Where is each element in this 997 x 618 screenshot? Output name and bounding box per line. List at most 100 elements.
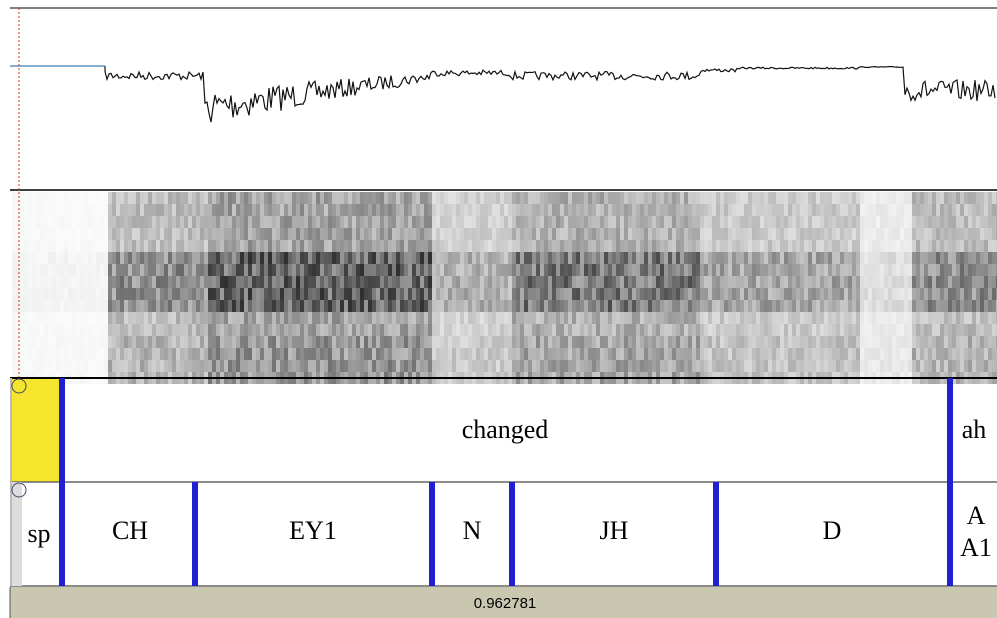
spectrogram-cell <box>172 264 176 276</box>
phone-label[interactable]: EY1 <box>289 516 337 545</box>
phone-label[interactable]: N <box>463 516 482 545</box>
boundary[interactable] <box>947 482 953 586</box>
spectrogram-cell <box>500 192 504 204</box>
spectrogram-cell <box>660 192 664 204</box>
spectrogram-cell <box>768 204 772 216</box>
spectrogram-cell <box>584 324 588 336</box>
boundary[interactable] <box>947 378 953 482</box>
spectrogram-cell <box>232 264 236 276</box>
spectrogram-cell <box>204 192 208 204</box>
spectrogram-cell <box>368 228 372 240</box>
spectrogram-cell <box>28 312 32 324</box>
spectrogram-cell <box>656 360 660 372</box>
spectrogram-cell <box>100 264 104 276</box>
spectrogram-cell <box>516 300 520 312</box>
spectrogram-cell <box>160 336 164 348</box>
spectrogram-cell <box>504 300 508 312</box>
spectrogram-cell <box>32 276 36 288</box>
spectrogram-cell <box>360 216 364 228</box>
spectrogram-cell <box>752 192 756 204</box>
spectrogram-cell <box>900 324 904 336</box>
spectrogram-cell <box>516 288 520 300</box>
spectrogram-cell <box>320 252 324 264</box>
spectrogram-cell <box>408 324 412 336</box>
spectrogram-cell <box>436 192 440 204</box>
spectrogram-cell <box>484 216 488 228</box>
spectrogram-cell <box>932 300 936 312</box>
phone-label[interactable]: A <box>967 501 986 530</box>
spectrogram-cell <box>180 192 184 204</box>
spectrogram-cell <box>676 240 680 252</box>
spectrogram-cell <box>612 336 616 348</box>
spectrogram-cell <box>912 300 916 312</box>
spectrogram-cell <box>144 276 148 288</box>
spectrogram-cell <box>544 336 548 348</box>
phone-label[interactable]: CH <box>112 516 148 545</box>
spectrogram-cell <box>284 312 288 324</box>
spectrogram-cell <box>324 216 328 228</box>
phone-label[interactable]: JH <box>600 516 629 545</box>
spectrogram-cell <box>864 324 868 336</box>
spectrogram-cell <box>808 348 812 360</box>
boundary[interactable] <box>192 482 198 586</box>
spectrogram-cell <box>240 240 244 252</box>
boundary[interactable] <box>59 378 65 482</box>
spectrogram-cell <box>900 192 904 204</box>
spectrogram-cell <box>908 288 912 300</box>
boundary[interactable] <box>509 482 515 586</box>
spectrogram-cell <box>400 252 404 264</box>
spectrogram-cell <box>972 336 976 348</box>
spectrogram-cell <box>248 324 252 336</box>
spectrogram-cell <box>92 216 96 228</box>
selected-interval[interactable] <box>12 378 62 482</box>
spectrogram-cell <box>288 192 292 204</box>
spectrogram-cell <box>140 264 144 276</box>
spectrogram-cell <box>932 360 936 372</box>
spectrogram-cell <box>932 276 936 288</box>
spectrogram-cell <box>980 360 984 372</box>
spectrogram-cell <box>548 300 552 312</box>
boundary[interactable] <box>59 482 65 586</box>
spectrogram-cell <box>20 336 24 348</box>
spectrogram-cell <box>40 264 44 276</box>
word-label[interactable]: changed <box>462 415 549 444</box>
spectrogram-cell <box>700 240 704 252</box>
spectrogram-cell <box>956 240 960 252</box>
spectrogram-cell <box>544 288 548 300</box>
spectrogram-cell <box>576 204 580 216</box>
spectrogram-cell <box>48 336 52 348</box>
spectrogram-cell <box>844 228 848 240</box>
spectrogram-cell <box>248 300 252 312</box>
spectrogram-cell <box>624 312 628 324</box>
phone-label[interactable]: sp <box>27 519 50 548</box>
boundary[interactable] <box>713 482 719 586</box>
spectrogram-cell <box>592 348 596 360</box>
spectrogram-cell <box>332 192 336 204</box>
spectrogram-cell <box>192 252 196 264</box>
spectrogram-cell <box>900 276 904 288</box>
spectrogram-cell <box>660 204 664 216</box>
spectrogram-cell <box>44 300 48 312</box>
spectrogram-cell <box>704 192 708 204</box>
spectrogram-cell <box>480 348 484 360</box>
spectrogram-cell <box>220 252 224 264</box>
boundary[interactable] <box>429 482 435 586</box>
word-label[interactable]: ah <box>962 415 987 444</box>
spectrogram-cell <box>316 264 320 276</box>
spectrogram-cell <box>96 300 100 312</box>
spectrogram-cell <box>456 360 460 372</box>
spectrogram-cell <box>656 336 660 348</box>
phone-label[interactable]: A1 <box>960 533 992 562</box>
spectrogram-cell <box>312 240 316 252</box>
spectrogram-cell <box>56 324 60 336</box>
spectrogram-cell <box>720 228 724 240</box>
spectrogram-cell <box>472 336 476 348</box>
spectrogram-cell <box>940 360 944 372</box>
spectrogram-cell <box>352 312 356 324</box>
phone-label[interactable]: D <box>823 516 842 545</box>
spectrogram-cell <box>992 252 996 264</box>
spectrogram-cell <box>968 276 972 288</box>
spectrogram-cell <box>684 276 688 288</box>
spectrogram-cell <box>40 348 44 360</box>
spectrogram-cell <box>692 300 696 312</box>
